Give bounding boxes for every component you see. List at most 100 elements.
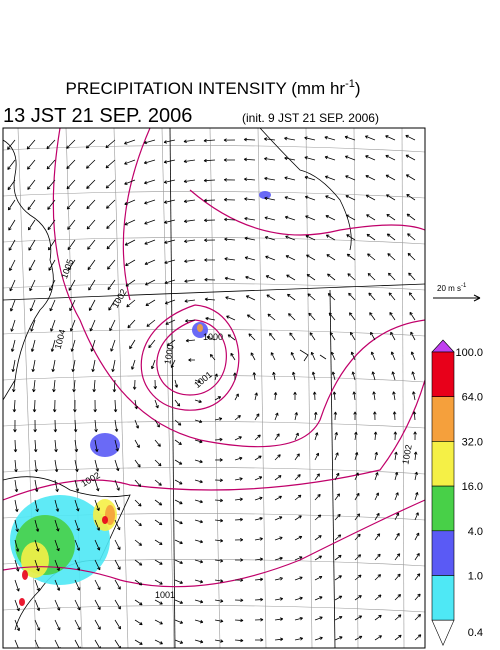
wind-arrow	[194, 559, 204, 564]
wind-arrow	[14, 619, 20, 632]
wind-arrow	[150, 359, 156, 370]
wind-arrow	[34, 499, 39, 512]
wind-arrow	[74, 619, 81, 631]
wind-arrow	[234, 393, 239, 401]
wind-arrow	[334, 513, 341, 521]
wind-arrow	[414, 552, 420, 561]
wind-arrow	[54, 619, 61, 631]
isobar	[3, 379, 425, 501]
wind-arrow	[68, 259, 76, 271]
wind-arrow	[154, 639, 163, 645]
wind-arrow	[144, 219, 156, 225]
wind-arrow	[10, 339, 16, 352]
parallel	[3, 145, 425, 153]
wind-arrow	[174, 519, 183, 525]
wind-arrow	[314, 493, 321, 501]
wind-arrow	[194, 459, 203, 464]
wind-arrow	[54, 439, 58, 453]
colorbar-label: 4.0	[468, 526, 483, 538]
wind-arrow	[374, 512, 380, 521]
wind-arrow	[329, 332, 336, 341]
wind-arrow	[144, 279, 156, 286]
wind-arrow	[235, 558, 244, 562]
wind-arrow	[330, 351, 336, 361]
wind-arrow	[334, 534, 342, 541]
wind-arrow	[125, 259, 136, 266]
wind-arrow	[47, 199, 56, 210]
wind-arrow	[405, 174, 416, 181]
wind-arrow	[14, 479, 19, 493]
wind-arrow	[164, 239, 176, 244]
wind-arrow	[408, 292, 416, 301]
map-inner	[3, 128, 425, 648]
contour-label: 1001	[155, 590, 175, 600]
parallel	[3, 191, 425, 199]
wind-arrow	[132, 379, 137, 390]
wind-arrow	[254, 455, 262, 461]
wind-arrow	[204, 277, 216, 282]
precip-area	[19, 598, 25, 606]
wind-arrow	[354, 615, 363, 621]
wind-arrow	[27, 179, 36, 190]
wind-arrow	[154, 619, 163, 625]
wind-arrow	[372, 391, 376, 401]
wind-arrow	[7, 159, 16, 170]
wind-arrow	[294, 412, 298, 421]
wind-arrow	[134, 479, 142, 487]
wind-arrow	[54, 539, 60, 552]
wind-arrow	[27, 159, 36, 170]
wind-arrow	[387, 272, 396, 281]
wind-arrow	[105, 139, 116, 149]
wind-arrow	[291, 371, 296, 381]
wind-arrow	[394, 471, 399, 481]
wind-arrow	[324, 155, 336, 161]
wind-arrow	[105, 179, 116, 189]
wind-arrow	[367, 272, 376, 281]
wind-arrow	[234, 517, 243, 522]
wind-arrow	[407, 233, 416, 241]
init-time: (init. 9 JST 21 SEP. 2006)	[242, 111, 379, 125]
wind-arrow	[154, 579, 163, 585]
wind-arrow	[51, 359, 56, 373]
meridian	[113, 128, 129, 648]
wind-arrow	[7, 139, 16, 150]
wind-arrow	[69, 299, 76, 312]
wind-arrow	[54, 579, 61, 591]
wind-arrow	[286, 274, 296, 281]
wind-arrow	[214, 619, 224, 623]
wind-arrow	[234, 477, 243, 481]
boundary	[169, 128, 176, 648]
wind-arrow	[194, 419, 203, 424]
wind-arrow	[305, 235, 316, 241]
wind-arrow	[174, 459, 183, 465]
wind-arrow	[134, 419, 140, 429]
wind-arrow	[394, 614, 402, 621]
wind-arrow	[288, 313, 296, 321]
wind-arrow	[91, 359, 96, 373]
wind-arrow	[392, 411, 397, 421]
wind-arrow	[67, 219, 76, 230]
wind-arrow	[354, 595, 362, 601]
wind-arrow	[284, 196, 296, 201]
wind-arrow	[312, 391, 317, 401]
wind-arrow	[410, 331, 416, 341]
wind-arrow	[274, 412, 279, 421]
wind-arrow	[274, 617, 284, 621]
wind-arrow	[34, 479, 39, 493]
wind-arrow	[234, 415, 241, 421]
wind-arrow	[54, 459, 59, 473]
wind-arrow	[310, 351, 316, 361]
wind-arrow	[294, 432, 299, 441]
wind-arrow	[194, 639, 204, 644]
wind-arrow	[174, 599, 184, 604]
wind-arrow	[183, 199, 196, 203]
colorbar-label: 0.4	[468, 627, 483, 639]
wind-arrow	[66, 159, 76, 170]
wind-arrow	[214, 518, 224, 523]
wind-arrow	[74, 639, 81, 648]
wind-arrow	[344, 155, 356, 161]
wind-arrow	[174, 539, 183, 545]
wind-arrow	[12, 379, 16, 393]
coastline	[3, 476, 131, 631]
